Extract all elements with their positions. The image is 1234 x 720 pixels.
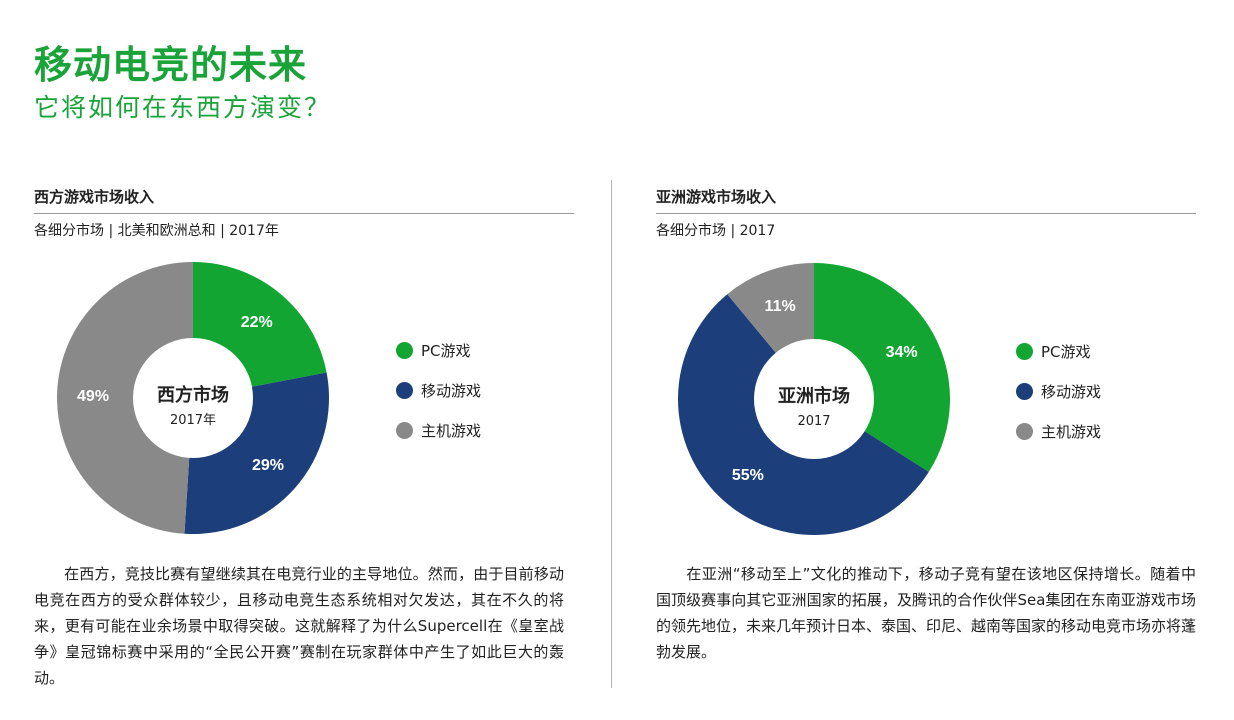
pie-slice-console <box>57 262 193 534</box>
slice-label-console: 49% <box>77 388 109 405</box>
donut-center-year: 2017年 <box>170 413 216 428</box>
legend-label: 主机游戏 <box>1041 422 1102 441</box>
asia-paragraph: 在亚洲“移动至上”文化的推动下，移动子竞有望在该地区保持增长。随着中国顶级赛事向… <box>656 561 1196 665</box>
legend-item-console: 主机游戏 <box>1016 411 1101 451</box>
column-divider <box>611 180 612 688</box>
west-chart-title: 西方游戏市场收入 <box>34 186 574 214</box>
asia-paragraph-text: 在亚洲“移动至上”文化的推动下，移动子竞有望在该地区保持增长。随着中国顶级赛事向… <box>656 565 1197 661</box>
legend-label: 移动游戏 <box>1041 382 1102 401</box>
west-panel-header: 西方游戏市场收入 各细分市场 | 北美和欧洲总和 | 2017年 <box>34 186 574 240</box>
slice-label-mobile: 29% <box>252 457 284 474</box>
west-paragraph-text: 在西方，竞技比赛有望继续其在电竞行业的主导地位。然而，由于目前移动电竞在西方的受… <box>34 565 564 687</box>
west-paragraph: 在西方，竞技比赛有望继续其在电竞行业的主导地位。然而，由于目前移动电竞在西方的受… <box>34 561 564 691</box>
asia-chart-subtitle: 各细分市场 | 2017 <box>656 223 776 239</box>
console-dot-icon <box>396 421 413 439</box>
donut-center-title: 西方市场 <box>157 384 229 406</box>
slice-label-pc: 22% <box>241 314 273 331</box>
asia-panel-header: 亚洲游戏市场收入 各细分市场 | 2017 <box>656 186 1196 240</box>
legend-item-pc: PC游戏 <box>396 330 481 370</box>
slice-label-pc: 34% <box>886 344 918 361</box>
legend-label: PC游戏 <box>421 341 471 360</box>
asia-legend: PC游戏 移动游戏 主机游戏 <box>1016 331 1101 451</box>
mobile-dot-icon <box>396 381 413 399</box>
legend-item-mobile: 移动游戏 <box>396 370 481 410</box>
page-subtitle: 它将如何在东西方演变？ <box>34 93 332 122</box>
asia-chart-title: 亚洲游戏市场收入 <box>656 186 1196 214</box>
legend-item-mobile: 移动游戏 <box>1016 371 1101 411</box>
slice-label-console: 11% <box>765 298 796 315</box>
legend-label: PC游戏 <box>1041 342 1091 361</box>
west-legend: PC游戏 移动游戏 主机游戏 <box>396 330 481 450</box>
west-donut-chart: 22% 29% 49% 西方市场 2017年 <box>57 262 329 534</box>
west-chart-subtitle: 各细分市场 | 北美和欧洲总和 | 2017年 <box>34 223 279 239</box>
page-title: 移动电竞的未来 <box>34 43 308 87</box>
legend-label: 主机游戏 <box>421 421 482 440</box>
legend-item-console: 主机游戏 <box>396 410 481 450</box>
console-dot-icon <box>1016 422 1033 440</box>
mobile-dot-icon <box>1016 382 1033 400</box>
donut-center-title: 亚洲市场 <box>778 385 850 407</box>
pc-dot-icon <box>396 341 413 359</box>
pc-dot-icon <box>1016 342 1033 360</box>
legend-item-pc: PC游戏 <box>1016 331 1101 371</box>
slice-label-mobile: 55% <box>732 467 764 484</box>
donut-hole <box>754 339 874 459</box>
asia-donut-chart: 34% 55% 11% 亚洲市场 2017 <box>678 263 950 535</box>
donut-center-year: 2017 <box>797 414 830 429</box>
legend-label: 移动游戏 <box>421 381 482 400</box>
donut-hole <box>133 338 253 458</box>
